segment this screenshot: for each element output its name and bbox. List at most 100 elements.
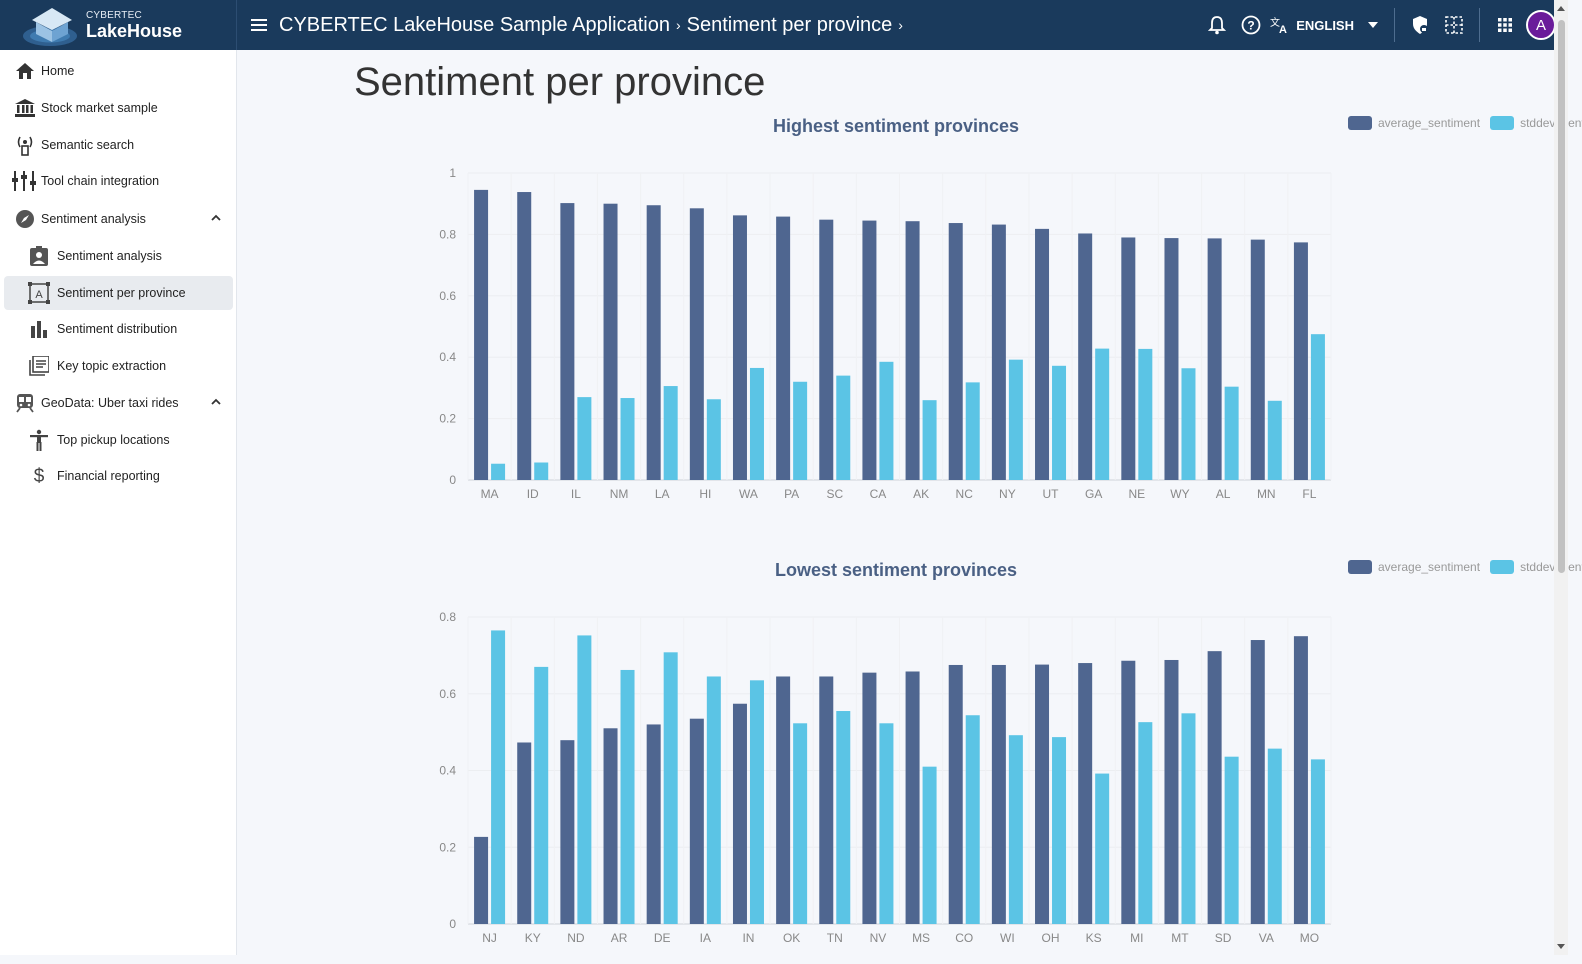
sidebar-item-sentiment-per-province[interactable]: A Sentiment per province bbox=[4, 276, 233, 310]
bar-stddev-sentiment[interactable] bbox=[663, 652, 678, 924]
bar-stddev-sentiment[interactable] bbox=[706, 399, 721, 480]
bar-stddev-sentiment[interactable] bbox=[922, 400, 937, 480]
bar-average-sentiment[interactable] bbox=[776, 676, 791, 924]
language-select[interactable]: ENGLISH bbox=[1296, 18, 1378, 33]
logo[interactable]: CYBERTEC LakeHouse bbox=[0, 0, 237, 50]
legend-label-average[interactable]: average_sentiment bbox=[1378, 560, 1481, 574]
bar-average-sentiment[interactable] bbox=[689, 718, 704, 924]
scroll-up-arrow-icon[interactable] bbox=[1557, 6, 1565, 11]
bar-average-sentiment[interactable] bbox=[474, 189, 489, 480]
bar-stddev-sentiment[interactable] bbox=[1052, 365, 1067, 480]
sidebar-item-semantic-search[interactable]: Semantic search bbox=[4, 128, 233, 162]
menu-toggle-button[interactable] bbox=[247, 13, 271, 37]
bar-stddev-sentiment[interactable] bbox=[1267, 400, 1282, 480]
bar-stddev-sentiment[interactable] bbox=[1095, 348, 1110, 480]
legend-label-stddev[interactable]: stddev_sentiment bbox=[1520, 116, 1582, 130]
breadcrumb-page[interactable]: Sentiment per province bbox=[686, 13, 893, 36]
bar-stddev-sentiment[interactable] bbox=[922, 766, 937, 924]
bar-stddev-sentiment[interactable] bbox=[1138, 348, 1153, 480]
bar-average-sentiment[interactable] bbox=[1207, 651, 1222, 924]
help-button[interactable]: ? bbox=[1234, 8, 1268, 42]
bar-stddev-sentiment[interactable] bbox=[663, 386, 678, 480]
bar-stddev-sentiment[interactable] bbox=[491, 630, 506, 924]
bar-average-sentiment[interactable] bbox=[1121, 660, 1136, 924]
bar-stddev-sentiment[interactable] bbox=[1095, 773, 1110, 924]
bar-average-sentiment[interactable] bbox=[689, 208, 704, 480]
bar-average-sentiment[interactable] bbox=[776, 216, 791, 480]
legend-swatch-average[interactable] bbox=[1348, 560, 1372, 574]
bar-stddev-sentiment[interactable] bbox=[1224, 386, 1239, 480]
bar-stddev-sentiment[interactable] bbox=[749, 367, 764, 480]
bar-stddev-sentiment[interactable] bbox=[793, 381, 808, 480]
bar-average-sentiment[interactable] bbox=[1035, 228, 1050, 480]
bar-average-sentiment[interactable] bbox=[560, 740, 575, 924]
bar-stddev-sentiment[interactable] bbox=[793, 723, 808, 924]
bar-stddev-sentiment[interactable] bbox=[965, 382, 980, 480]
bar-average-sentiment[interactable] bbox=[1250, 239, 1265, 480]
bar-stddev-sentiment[interactable] bbox=[879, 361, 894, 480]
sidebar-item-sentiment-analysis[interactable]: Sentiment analysis bbox=[4, 239, 233, 273]
bar-stddev-sentiment[interactable] bbox=[749, 680, 764, 924]
bar-average-sentiment[interactable] bbox=[517, 192, 532, 480]
sidebar-item-stock-market[interactable]: Stock market sample bbox=[4, 91, 233, 125]
bar-stddev-sentiment[interactable] bbox=[706, 676, 721, 924]
scroll-down-arrow-icon[interactable] bbox=[1557, 944, 1565, 949]
scrollbar[interactable] bbox=[1554, 0, 1568, 955]
bar-stddev-sentiment[interactable] bbox=[1052, 737, 1067, 924]
sidebar-item-top-pickup-locations[interactable]: Top pickup locations bbox=[4, 423, 233, 457]
sidebar-item-tool-chain[interactable]: Tool chain integration bbox=[4, 164, 233, 198]
sidebar-item-financial-reporting[interactable]: $ Financial reporting bbox=[4, 459, 233, 493]
bar-average-sentiment[interactable] bbox=[905, 671, 920, 924]
bar-average-sentiment[interactable] bbox=[991, 664, 1006, 924]
bar-stddev-sentiment[interactable] bbox=[1008, 735, 1023, 924]
bar-stddev-sentiment[interactable] bbox=[1267, 748, 1282, 924]
bar-average-sentiment[interactable] bbox=[1078, 233, 1093, 480]
bar-average-sentiment[interactable] bbox=[1293, 636, 1308, 924]
bar-average-sentiment[interactable] bbox=[1293, 242, 1308, 480]
bar-stddev-sentiment[interactable] bbox=[1008, 359, 1023, 480]
bar-stddev-sentiment[interactable] bbox=[491, 463, 506, 480]
bar-average-sentiment[interactable] bbox=[905, 221, 920, 480]
bar-average-sentiment[interactable] bbox=[1207, 238, 1222, 480]
bar-average-sentiment[interactable] bbox=[948, 664, 963, 924]
bar-stddev-sentiment[interactable] bbox=[1224, 756, 1239, 924]
bar-average-sentiment[interactable] bbox=[862, 672, 877, 924]
sidebar-group-sentiment-analysis[interactable]: Sentiment analysis bbox=[4, 202, 233, 236]
breadcrumb-app[interactable]: CYBERTEC LakeHouse Sample Application bbox=[279, 13, 670, 36]
bar-stddev-sentiment[interactable] bbox=[534, 666, 549, 924]
legend-swatch-average[interactable] bbox=[1348, 116, 1372, 130]
bar-average-sentiment[interactable] bbox=[1250, 640, 1265, 924]
legend-label-average[interactable]: average_sentiment bbox=[1378, 116, 1481, 130]
bar-stddev-sentiment[interactable] bbox=[836, 375, 851, 480]
bar-average-sentiment[interactable] bbox=[603, 203, 618, 480]
bar-stddev-sentiment[interactable] bbox=[620, 669, 635, 924]
bar-average-sentiment[interactable] bbox=[1121, 237, 1136, 480]
bar-average-sentiment[interactable] bbox=[732, 703, 747, 924]
sidebar-item-key-topic-extraction[interactable]: Key topic extraction bbox=[4, 349, 233, 383]
bar-stddev-sentiment[interactable] bbox=[577, 635, 592, 924]
user-avatar[interactable]: A bbox=[1526, 10, 1556, 40]
bar-stddev-sentiment[interactable] bbox=[1310, 334, 1325, 480]
bar-average-sentiment[interactable] bbox=[560, 203, 575, 480]
bar-average-sentiment[interactable] bbox=[948, 223, 963, 480]
bar-stddev-sentiment[interactable] bbox=[1181, 713, 1196, 924]
bar-average-sentiment[interactable] bbox=[1035, 664, 1050, 924]
bar-average-sentiment[interactable] bbox=[862, 220, 877, 480]
bar-average-sentiment[interactable] bbox=[732, 215, 747, 480]
bar-average-sentiment[interactable] bbox=[819, 676, 834, 924]
legend-swatch-stddev[interactable] bbox=[1490, 560, 1515, 574]
bar-average-sentiment[interactable] bbox=[1164, 659, 1179, 924]
bar-average-sentiment[interactable] bbox=[991, 224, 1006, 480]
bar-average-sentiment[interactable] bbox=[603, 728, 618, 924]
legend-swatch-stddev[interactable] bbox=[1490, 116, 1515, 130]
bar-average-sentiment[interactable] bbox=[474, 836, 489, 924]
bar-stddev-sentiment[interactable] bbox=[577, 397, 592, 480]
bar-average-sentiment[interactable] bbox=[819, 219, 834, 480]
bar-stddev-sentiment[interactable] bbox=[620, 398, 635, 480]
bar-stddev-sentiment[interactable] bbox=[1181, 368, 1196, 480]
bar-stddev-sentiment[interactable] bbox=[1310, 759, 1325, 924]
legend-label-stddev[interactable]: stddev_sentiment bbox=[1520, 560, 1582, 574]
bar-average-sentiment[interactable] bbox=[1078, 663, 1093, 924]
sidebar-group-geodata[interactable]: GeoData: Uber taxi rides bbox=[4, 386, 233, 420]
bar-stddev-sentiment[interactable] bbox=[836, 711, 851, 924]
